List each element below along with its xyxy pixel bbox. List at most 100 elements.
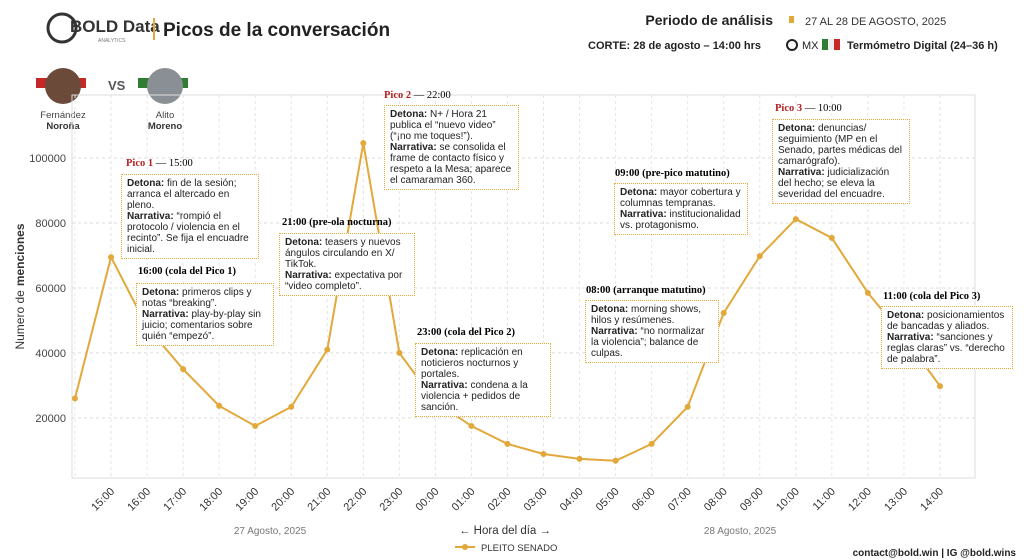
annotation: Detona: primeros clips y notas “breaking…: [136, 283, 274, 346]
annotation-text: primeros clips y notas “breaking”.: [142, 287, 252, 309]
annotation-text: judicialización del hecho; se eleva la s…: [778, 167, 890, 200]
annotation-time: — 15:00: [155, 158, 193, 169]
point: [828, 234, 835, 241]
footer: contact@bold.win | IG @bold.wins: [853, 548, 1017, 559]
annotation-title: 11:00 (cola del Pico 3): [883, 291, 980, 302]
cut: CORTE: 28 de agosto – 14:00 hrs: [588, 40, 761, 52]
annotation-line: Detona: N+ / Hora 21 publica el “nuevo v…: [390, 109, 513, 142]
annotation-label: Narrativa:: [591, 326, 638, 337]
period-icon: [789, 16, 794, 23]
annotation-line: Narrativa: expectativa por “video comple…: [285, 270, 409, 292]
y-axis-label: Numero de menciones: [13, 223, 27, 349]
annotation-text: N+ / Hora 21 publica el “nuevo video” (“…: [390, 109, 496, 142]
flag: [828, 39, 834, 50]
annotation-label: Detona:: [778, 123, 816, 134]
point: [720, 309, 727, 316]
logo: BOLD Data: [70, 17, 160, 36]
point: [612, 457, 619, 464]
annotation-title: 16:00 (cola del Pico 1): [138, 266, 236, 277]
annotation-label: Detona:: [390, 109, 428, 120]
candidate: Alito: [156, 110, 174, 121]
point: [216, 402, 223, 409]
annotation-text: “sanciones y reglas claras” vs. “derecho…: [887, 332, 1005, 365]
annotation-label: Detona:: [127, 178, 165, 189]
annotation-text: institucionalidad vs. protagonismo.: [620, 209, 741, 231]
annotation-text: denuncias/ seguimiento (MP en el Senado,…: [778, 123, 902, 167]
annotation-title: 08:00 (arranque matutino): [586, 285, 706, 296]
annotation-title: Pico 1: [126, 158, 154, 169]
annotation-title: 16:00 (cola del Pico 1): [138, 266, 236, 277]
source: Termómetro Digital (24–36 h): [847, 40, 998, 52]
annotation: Detona: replicación en noticieros noctur…: [415, 343, 551, 417]
point: [468, 423, 475, 430]
annotation-text: teasers y nuevos ángulos circulando en X…: [285, 237, 401, 270]
annotation-text: morning shows, hilos y resúmenes.: [591, 304, 702, 326]
point: [756, 253, 763, 260]
y-tick-label: 20000: [35, 413, 66, 425]
annotation-label: Narrativa:: [778, 167, 825, 178]
annotation-text: “rompió el protocolo / violencia en el r…: [127, 211, 249, 255]
point: [864, 289, 871, 296]
point: [936, 383, 943, 390]
annotation-text: se consolida el frame de contacto físico…: [390, 142, 512, 186]
point: [648, 440, 655, 447]
point: [252, 423, 259, 430]
logo-icon: [46, 12, 78, 44]
annotation-text: play-by-play sin juicio; comentarios sob…: [142, 309, 261, 342]
annotation-line: Detona: morning shows, hilos y resúmenes…: [591, 304, 713, 326]
point: [360, 140, 367, 147]
date-label: 28 Agosto, 2025: [704, 526, 777, 537]
candidate: Moreno: [148, 121, 183, 132]
annotation-title: 08:00 (arranque matutino): [586, 285, 706, 296]
annotation: Detona: posicionamientos de bancadas y a…: [881, 306, 1013, 369]
logo-sub: ANALYTICS: [98, 38, 126, 44]
annotation-text: replicación en noticieros nocturnos y po…: [421, 347, 523, 380]
annotation-title: Pico 2: [384, 90, 412, 101]
candidate: Noroña: [46, 121, 80, 132]
annotation-label: Detona:: [887, 310, 925, 321]
annotation-label: Detona:: [591, 304, 629, 315]
point: [324, 346, 331, 353]
annotation-title: Pico 3: [775, 103, 803, 114]
annotation-label: Detona:: [142, 287, 180, 298]
annotation-title: 09:00 (pre-pico matutino): [615, 168, 730, 179]
annotation-line: Detona: replicación en noticieros noctur…: [421, 347, 545, 380]
y-tick-label: 40000: [35, 348, 66, 360]
candidate: Fernández: [40, 110, 86, 121]
annotation-label: Narrativa:: [142, 309, 189, 320]
vs: VS: [108, 78, 126, 93]
annotation-title: 21:00 (pre-ola nocturna): [282, 217, 392, 228]
period-label: Periodo de análisis: [645, 12, 773, 28]
annotation: Detona: denuncias/ seguimiento (MP en el…: [772, 119, 910, 204]
annotation-line: Detona: teasers y nuevos ángulos circula…: [285, 237, 409, 270]
annotation-line: Narrativa: institucionalidad vs. protago…: [620, 209, 742, 231]
annotation-title: Pico 2 — 22:00: [384, 90, 451, 101]
annotation-title: 09:00 (pre-pico matutino): [615, 168, 730, 179]
y-axis-label: menciones: [13, 223, 27, 286]
y-axis-label: Numero de: [13, 290, 27, 350]
annotation-title: Pico 1 — 15:00: [126, 158, 193, 169]
point: [540, 450, 547, 457]
annotation-label: Narrativa:: [887, 332, 934, 343]
annotation-time: — 22:00: [413, 90, 451, 101]
y-tick-label: 100000: [29, 153, 66, 165]
point: [504, 440, 511, 447]
annotation-line: Narrativa: judicialización del hecho; se…: [778, 167, 904, 200]
annotation-line: Narrativa: “sanciones y reglas claras” v…: [887, 332, 1007, 365]
legend-label: PLEITO SENADO: [481, 543, 557, 554]
annotation-line: Narrativa: condena a la violencia + pedi…: [421, 380, 545, 413]
annotation-title: Pico 3 — 10:00: [775, 103, 842, 114]
date-label: 27 Agosto, 2025: [234, 526, 307, 537]
flag: [822, 39, 828, 50]
period: 27 AL 28 DE AGOSTO, 2025: [805, 16, 946, 28]
annotation: Detona: morning shows, hilos y resúmenes…: [585, 300, 719, 363]
annotation-label: Detona:: [285, 237, 323, 248]
annotation-label: Narrativa:: [620, 209, 667, 220]
point: [288, 403, 295, 410]
annotation-line: Narrativa: “no normalizar la violencia”;…: [591, 326, 713, 359]
annotation-label: Detona:: [620, 187, 658, 198]
annotation-label: Narrativa:: [421, 380, 468, 391]
annotation-line: Detona: denuncias/ seguimiento (MP en el…: [778, 123, 904, 167]
